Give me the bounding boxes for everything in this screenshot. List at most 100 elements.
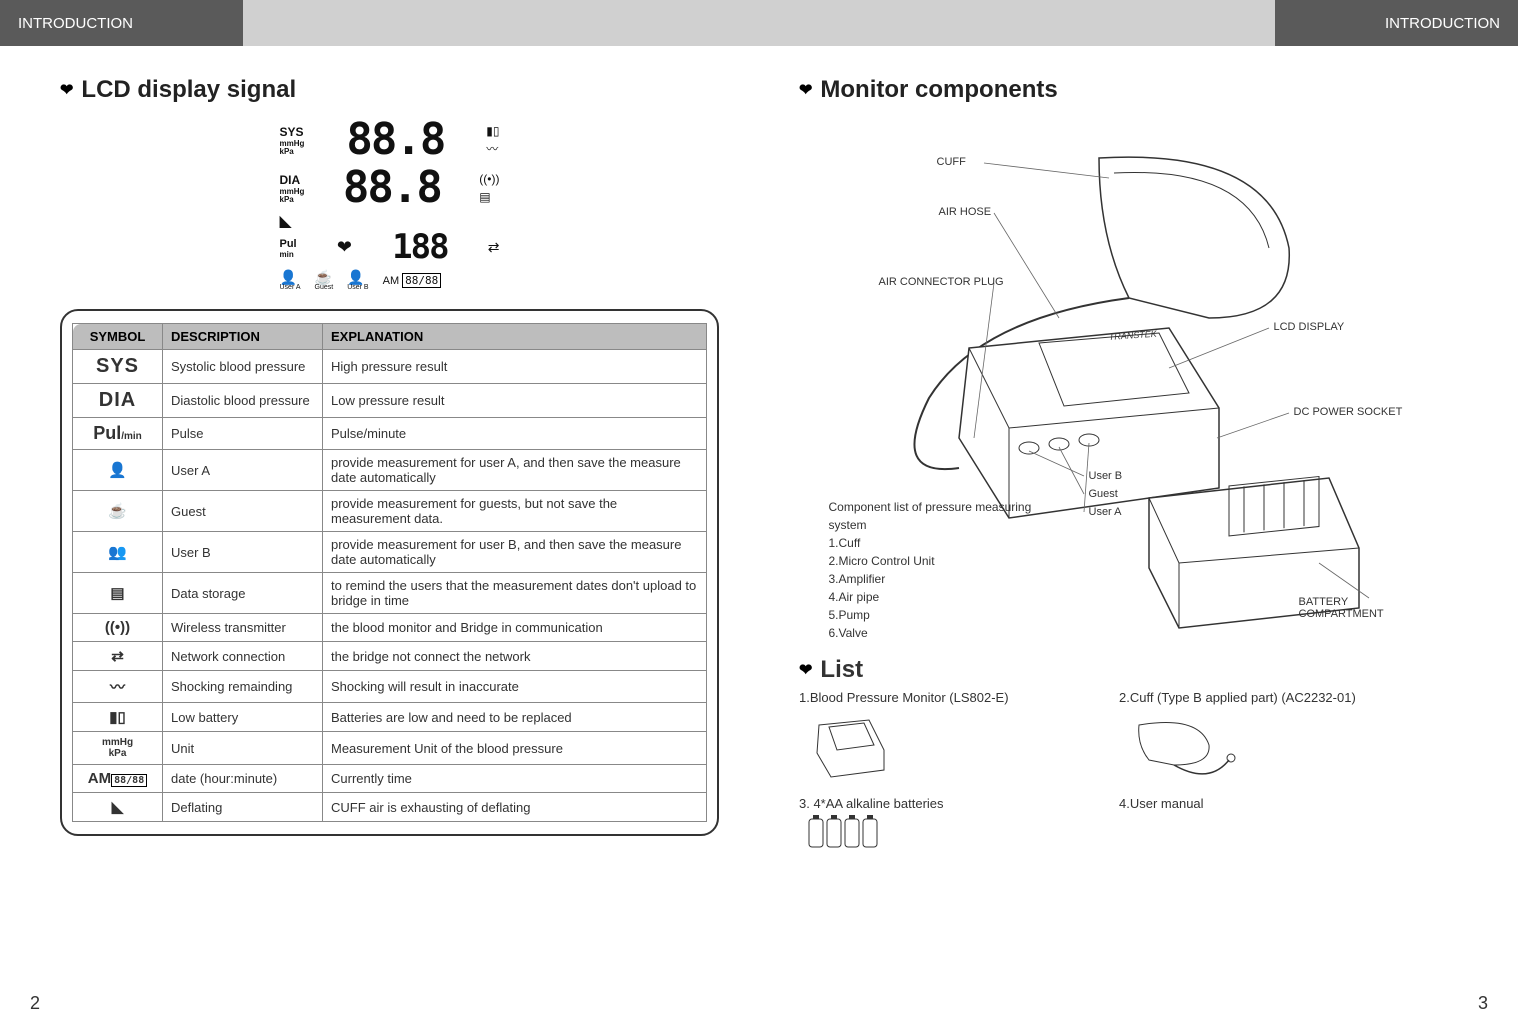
table-row: AM88/88date (hour:minute)Currently time [73, 765, 707, 793]
left-page: LCD display signal SYS mmHg kPa 88.8 ▮▯ … [0, 46, 759, 1026]
component-list-heading: Component list of pressure measuring sys… [829, 498, 1049, 534]
explanation-cell: Pulse/minute [323, 418, 707, 450]
explanation-cell: provide measurement for user B, and then… [323, 532, 707, 573]
list-item-2: 2.Cuff (Type B applied part) (AC2232-01) [1119, 690, 1399, 705]
explanation-cell: Measurement Unit of the blood pressure [323, 732, 707, 765]
component-item-2: 2.Micro Control Unit [829, 552, 1049, 570]
explanation-cell: High pressure result [323, 350, 707, 384]
list-item-4: 4.User manual [1119, 796, 1399, 811]
description-cell: Pulse [163, 418, 323, 450]
symbol-cell: ((•)) [73, 614, 163, 642]
table-row: ▮▯Low batteryBatteries are low and need … [73, 703, 707, 732]
label-guest: Guest [1089, 488, 1118, 500]
description-cell: User B [163, 532, 323, 573]
description-cell: User A [163, 450, 323, 491]
component-item-3: 3.Amplifier [829, 570, 1049, 588]
header-left-label: INTRODUCTION [0, 0, 240, 46]
symbol-cell: SYS [73, 350, 163, 384]
description-cell: Data storage [163, 573, 323, 614]
table-row: Pul/minPulsePulse/minute [73, 418, 707, 450]
lcd-display-mock: SYS mmHg kPa 88.8 ▮▯ 〰 DIA mmHg kPa 88.8… [280, 118, 500, 291]
explanation-cell: Low pressure result [323, 384, 707, 418]
description-cell: Wireless transmitter [163, 614, 323, 642]
header-right-label: INTRODUCTION [1278, 0, 1518, 46]
lcd-guest: Guest [315, 284, 334, 291]
explanation-cell: to remind the users that the measurement… [323, 573, 707, 614]
page-number-right: 3 [1478, 993, 1488, 1014]
explanation-cell: provide measurement for guests, but not … [323, 491, 707, 532]
table-row: 〰Shocking remaindingShocking will result… [73, 671, 707, 703]
symbol-cell: mmHgkPa [73, 732, 163, 765]
lcd-am: AM [383, 275, 400, 287]
explanation-cell: the bridge not connect the network [323, 642, 707, 671]
lcd-section-title: LCD display signal [60, 76, 719, 104]
header-bar: INTRODUCTION INTRODUCTION [0, 0, 1518, 46]
th-explanation: EXPLANATION [323, 324, 707, 350]
symbol-cell: DIA [73, 384, 163, 418]
lcd-dia-unit2: kPa [280, 196, 305, 204]
explanation-cell: Shocking will result in inaccurate [323, 671, 707, 703]
list-section: List 1.Blood Pressure Monitor (LS802-E) … [799, 656, 1458, 854]
label-dc-power: DC POWER SOCKET [1294, 406, 1403, 418]
lcd-pul-label: Pul [280, 238, 297, 250]
table-row: ((•))Wireless transmitterthe blood monit… [73, 614, 707, 642]
description-cell: Network connection [163, 642, 323, 671]
component-item-4: 4.Air pipe [829, 588, 1049, 606]
shock-icon: 〰 [486, 143, 499, 155]
symbol-cell: 〰 [73, 671, 163, 703]
network-icon: ⇄ [488, 240, 500, 254]
list-img-batteries [799, 811, 899, 851]
description-cell: Systolic blood pressure [163, 350, 323, 384]
table-row: DIADiastolic blood pressureLow pressure … [73, 384, 707, 418]
explanation-cell: the blood monitor and Bridge in communic… [323, 614, 707, 642]
table-row: ▤Data storageto remind the users that th… [73, 573, 707, 614]
explanation-cell: provide measurement for user A, and then… [323, 450, 707, 491]
label-cuff: CUFF [937, 156, 966, 168]
lcd-sys-digits: 88.8 [346, 118, 444, 162]
component-item-5: 5.Pump [829, 606, 1049, 624]
symbol-cell: ▤ [73, 573, 163, 614]
page-number-left: 2 [30, 993, 40, 1014]
symbol-cell: 👥 [73, 532, 163, 573]
symbol-cell: Pul/min [73, 418, 163, 450]
component-item-6: 6.Valve [829, 624, 1049, 642]
right-page: Monitor components [759, 46, 1518, 1026]
label-battery-comp: BATTERY COMPARTMENT [1299, 596, 1429, 620]
th-symbol: SYMBOL [73, 324, 163, 350]
explanation-cell: Batteries are low and need to be replace… [323, 703, 707, 732]
component-item-1: 1.Cuff [829, 534, 1049, 552]
table-row: ⇄Network connectionthe bridge not connec… [73, 642, 707, 671]
lcd-user-a: User A [280, 284, 301, 291]
monitor-diagram: TRANSTEK CUFF AIR HOSE AIR CONNECTOR PLU… [829, 118, 1429, 648]
lcd-sys-label: SYS [280, 125, 304, 139]
explanation-cell: CUFF air is exhausting of deflating [323, 793, 707, 822]
symbol-cell: 👤 [73, 450, 163, 491]
label-user-a: User A [1089, 506, 1122, 518]
lcd-pul-unit: min [280, 251, 297, 259]
th-description: DESCRIPTION [163, 324, 323, 350]
description-cell: Diastolic blood pressure [163, 384, 323, 418]
lcd-dia-digits: 88.8 [343, 166, 441, 210]
table-row: ☕Guestprovide measurement for guests, bu… [73, 491, 707, 532]
lcd-user-b: User B [347, 284, 368, 291]
symbol-cell: AM88/88 [73, 765, 163, 793]
description-cell: Low battery [163, 703, 323, 732]
table-row: 👤User Aprovide measurement for user A, a… [73, 450, 707, 491]
symbol-cell: ▮▯ [73, 703, 163, 732]
list-item-3: 3. 4*AA alkaline batteries [799, 796, 1079, 811]
symbol-cell: ◣ [73, 793, 163, 822]
label-lcd-display: LCD DISPLAY [1274, 321, 1345, 333]
component-list: Component list of pressure measuring sys… [829, 498, 1049, 642]
lcd-time: 88/88 [402, 273, 441, 288]
storage-icon: ▤ [479, 191, 499, 203]
lcd-pul-digits: 188 [392, 230, 447, 264]
label-user-b: User B [1089, 470, 1123, 482]
description-cell: Unit [163, 732, 323, 765]
list-title: List [799, 656, 1458, 684]
symbol-cell: ⇄ [73, 642, 163, 671]
symbol-cell: ☕ [73, 491, 163, 532]
heart-icon: ❤ [337, 238, 352, 256]
table-row: SYSSystolic blood pressureHigh pressure … [73, 350, 707, 384]
table-row: mmHgkPaUnitMeasurement Unit of the blood… [73, 732, 707, 765]
description-cell: Guest [163, 491, 323, 532]
